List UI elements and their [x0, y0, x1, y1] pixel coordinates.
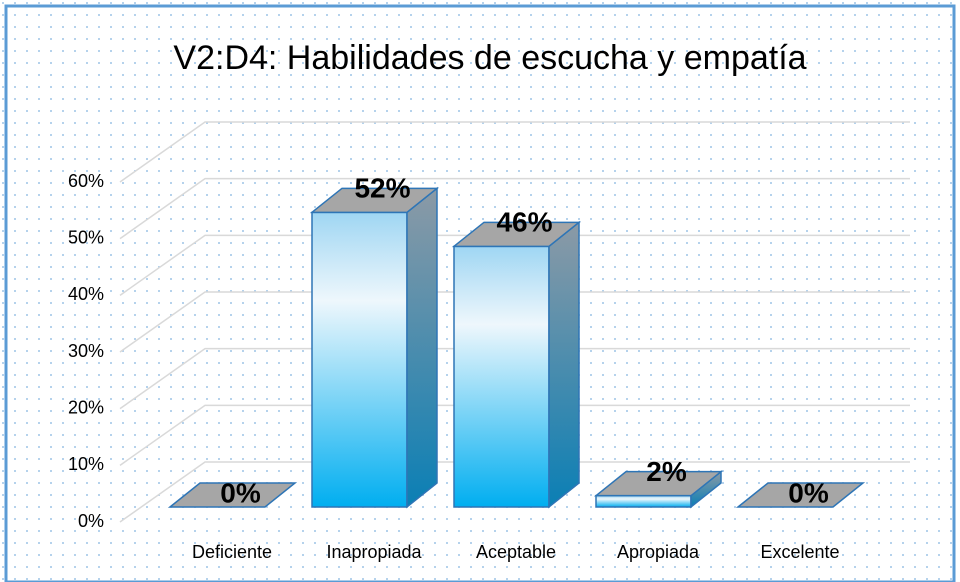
- bar-top: [593, 470, 724, 497]
- bar-top: [309, 187, 440, 214]
- grid-line: [119, 234, 910, 296]
- bar-side: [406, 186, 438, 509]
- frame: [4, 4, 956, 582]
- bar-front: [595, 494, 692, 508]
- x-tick-label: Deficiente: [192, 542, 272, 562]
- grid-line: [119, 291, 910, 353]
- x-tick-label: Excelente: [760, 542, 839, 562]
- x-tick-label: Inapropiada: [326, 542, 422, 562]
- bar-top: [167, 482, 298, 508]
- bar: [593, 470, 724, 509]
- y-tick-label: 0%: [78, 511, 104, 531]
- y-tick-label: 30%: [68, 341, 104, 361]
- y-tick-label: 20%: [68, 397, 104, 417]
- bar-front: [453, 245, 550, 508]
- x-tick-label: Aceptable: [476, 542, 556, 562]
- grid-line: [119, 121, 910, 183]
- value-label: 52%: [354, 173, 410, 204]
- value-label: 0%: [220, 477, 261, 508]
- grid-line: [119, 404, 910, 466]
- grid-line: [119, 347, 910, 410]
- grid-line: [119, 461, 910, 523]
- bar: [735, 482, 866, 508]
- grid-line: [119, 177, 910, 240]
- value-label: 2%: [646, 456, 687, 487]
- y-tick-label: 10%: [68, 454, 104, 474]
- x-tick-label: Apropiada: [617, 542, 700, 562]
- y-tick-label: 50%: [68, 227, 104, 247]
- bar-side: [548, 220, 580, 509]
- bar: [309, 186, 440, 509]
- value-label: 46%: [496, 207, 552, 238]
- value-label: 0%: [788, 477, 829, 508]
- bar-front: [311, 211, 408, 508]
- chart-title: V2:D4: Habilidades de escucha y empatía: [173, 39, 806, 77]
- bar-top: [451, 221, 582, 248]
- bar-top: [735, 482, 866, 508]
- y-tick-label: 40%: [68, 284, 104, 304]
- bar: [167, 482, 298, 508]
- bar: [451, 220, 582, 509]
- y-tick-label: 60%: [68, 171, 104, 191]
